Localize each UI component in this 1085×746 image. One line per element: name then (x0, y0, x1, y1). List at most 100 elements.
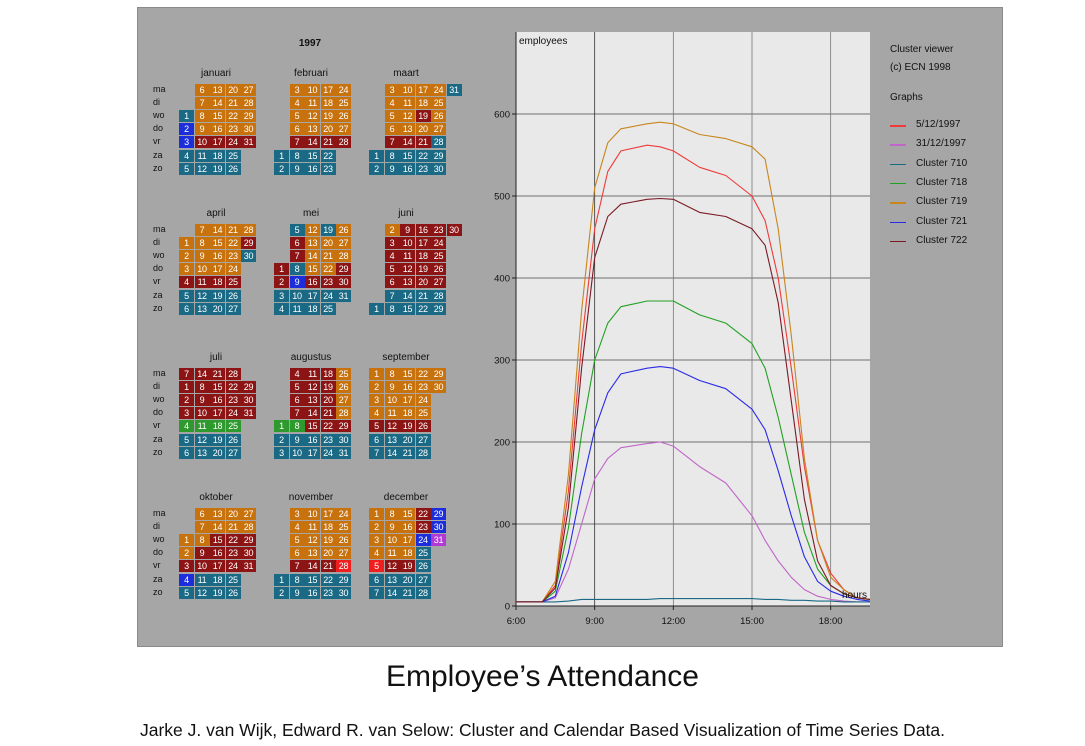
day-label-di: di (153, 237, 161, 248)
day-cell-maart-4: 4 (384, 97, 400, 110)
day-cell-april-25: 25 (225, 276, 241, 289)
day-cell-november-28: 28 (336, 560, 351, 573)
day-cell-april-13: 13 (194, 302, 210, 315)
day-cell-december-8: 8 (384, 508, 400, 520)
day-cell-november-29: 29 (336, 573, 351, 586)
day-cell-oktober-26: 26 (225, 586, 241, 599)
day-cell-november-1: 1 (274, 573, 289, 586)
day-cell-januari-3: 3 (179, 136, 194, 149)
legend-title: Cluster viewer (890, 44, 954, 55)
day-cell-april-29: 29 (241, 237, 256, 250)
day-cell-oktober-11: 11 (194, 573, 210, 586)
day-cell-augustus-27: 27 (336, 394, 351, 407)
day-cell-november-18: 18 (320, 521, 336, 534)
day-cell-april-11: 11 (194, 276, 210, 289)
day-cell-januari-1: 1 (179, 110, 194, 123)
day-cell-februari-13: 13 (305, 123, 320, 136)
day-cell-maart-23: 23 (415, 162, 431, 175)
day-cell-september-4: 4 (369, 407, 384, 420)
day-cell-mei-22: 22 (320, 263, 336, 276)
day-cell-mei-5: 5 (289, 224, 305, 236)
day-cell-mei-14: 14 (305, 250, 320, 263)
day-cell-oktober-22: 22 (225, 534, 241, 547)
day-cell-november-10: 10 (305, 508, 320, 520)
day-cell-mei-31: 31 (336, 289, 351, 302)
day-cell-juni-14: 14 (400, 289, 415, 302)
day-label-di: di (153, 381, 161, 392)
day-cell-december-21: 21 (400, 586, 415, 599)
day-cell-februari-8: 8 (289, 149, 305, 162)
legend-label: Cluster 722 (916, 234, 968, 246)
day-cell-juni-8: 8 (384, 302, 400, 315)
day-cell-maart-17: 17 (415, 84, 431, 96)
day-cell-april-30: 30 (241, 250, 256, 263)
legend-label: Cluster 719 (916, 196, 968, 208)
day-cell-januari-11: 11 (194, 149, 210, 162)
month-title-oktober: oktober (199, 492, 233, 503)
day-cell-september-16: 16 (400, 381, 415, 394)
day-cell-juli-22: 22 (225, 381, 241, 394)
day-cell-maart-25: 25 (431, 97, 446, 110)
day-cell-juli-31: 31 (241, 407, 256, 420)
day-cell-juni-22: 22 (415, 302, 431, 315)
day-cell-april-16: 16 (210, 250, 225, 263)
day-cell-augustus-11: 11 (305, 368, 320, 380)
day-cell-juni-19: 19 (415, 263, 431, 276)
day-cell-april-18: 18 (210, 276, 225, 289)
day-cell-februari-27: 27 (336, 123, 351, 136)
day-cell-februari-10: 10 (305, 84, 320, 96)
day-cell-februari-15: 15 (305, 149, 320, 162)
day-cell-januari-30: 30 (241, 123, 256, 136)
day-cell-november-25: 25 (336, 521, 351, 534)
day-cell-februari-6: 6 (289, 123, 305, 136)
day-cell-november-24: 24 (336, 508, 351, 520)
legend-label: Cluster 710 (916, 157, 968, 169)
day-cell-augustus-25: 25 (336, 368, 351, 380)
day-cell-oktober-24: 24 (225, 560, 241, 573)
day-cell-juni-24: 24 (431, 237, 446, 250)
day-cell-september-3: 3 (369, 394, 384, 407)
day-cell-april-20: 20 (210, 302, 225, 315)
day-cell-maart-7: 7 (384, 136, 400, 149)
day-cell-oktober-15: 15 (210, 534, 225, 547)
day-cell-september-23: 23 (415, 381, 431, 394)
day-cell-maart-14: 14 (400, 136, 415, 149)
day-cell-september-7: 7 (369, 446, 384, 459)
day-cell-december-11: 11 (384, 547, 400, 560)
day-cell-november-6: 6 (289, 547, 305, 560)
day-cell-oktober-3: 3 (179, 560, 194, 573)
day-cell-april-12: 12 (194, 289, 210, 302)
day-cell-januari-15: 15 (210, 110, 225, 123)
day-cell-augustus-29: 29 (336, 420, 351, 433)
day-cell-januari-10: 10 (194, 136, 210, 149)
day-cell-oktober-14: 14 (210, 521, 225, 534)
day-cell-juni-12: 12 (400, 263, 415, 276)
day-cell-maart-31: 31 (446, 84, 462, 96)
day-label-za: za (153, 149, 163, 160)
day-cell-juli-16: 16 (210, 394, 225, 407)
day-cell-maart-10: 10 (400, 84, 415, 96)
day-cell-oktober-7: 7 (194, 521, 210, 534)
day-cell-december-23: 23 (415, 521, 431, 534)
day-cell-oktober-21: 21 (225, 521, 241, 534)
day-cell-december-6: 6 (369, 573, 384, 586)
day-cell-april-26: 26 (225, 289, 241, 302)
day-cell-augustus-20: 20 (320, 394, 336, 407)
legend-label: 31/12/1997 (916, 138, 967, 150)
day-label-ma: ma (153, 508, 166, 518)
day-cell-februari-22: 22 (320, 149, 336, 162)
day-label-za: za (153, 289, 163, 300)
day-label-do: do (153, 123, 164, 134)
day-cell-februari-5: 5 (289, 110, 305, 123)
day-cell-juli-9: 9 (194, 394, 210, 407)
day-cell-februari-9: 9 (289, 162, 305, 175)
day-cell-januari-25: 25 (225, 149, 241, 162)
day-cell-september-6: 6 (369, 433, 384, 446)
day-cell-juli-21: 21 (210, 368, 225, 380)
day-cell-maart-18: 18 (415, 97, 431, 110)
day-cell-juli-1: 1 (179, 381, 194, 394)
day-cell-december-13: 13 (384, 573, 400, 586)
day-cell-december-3: 3 (369, 534, 384, 547)
day-cell-juni-9: 9 (400, 224, 415, 236)
day-cell-mei-24: 24 (320, 289, 336, 302)
